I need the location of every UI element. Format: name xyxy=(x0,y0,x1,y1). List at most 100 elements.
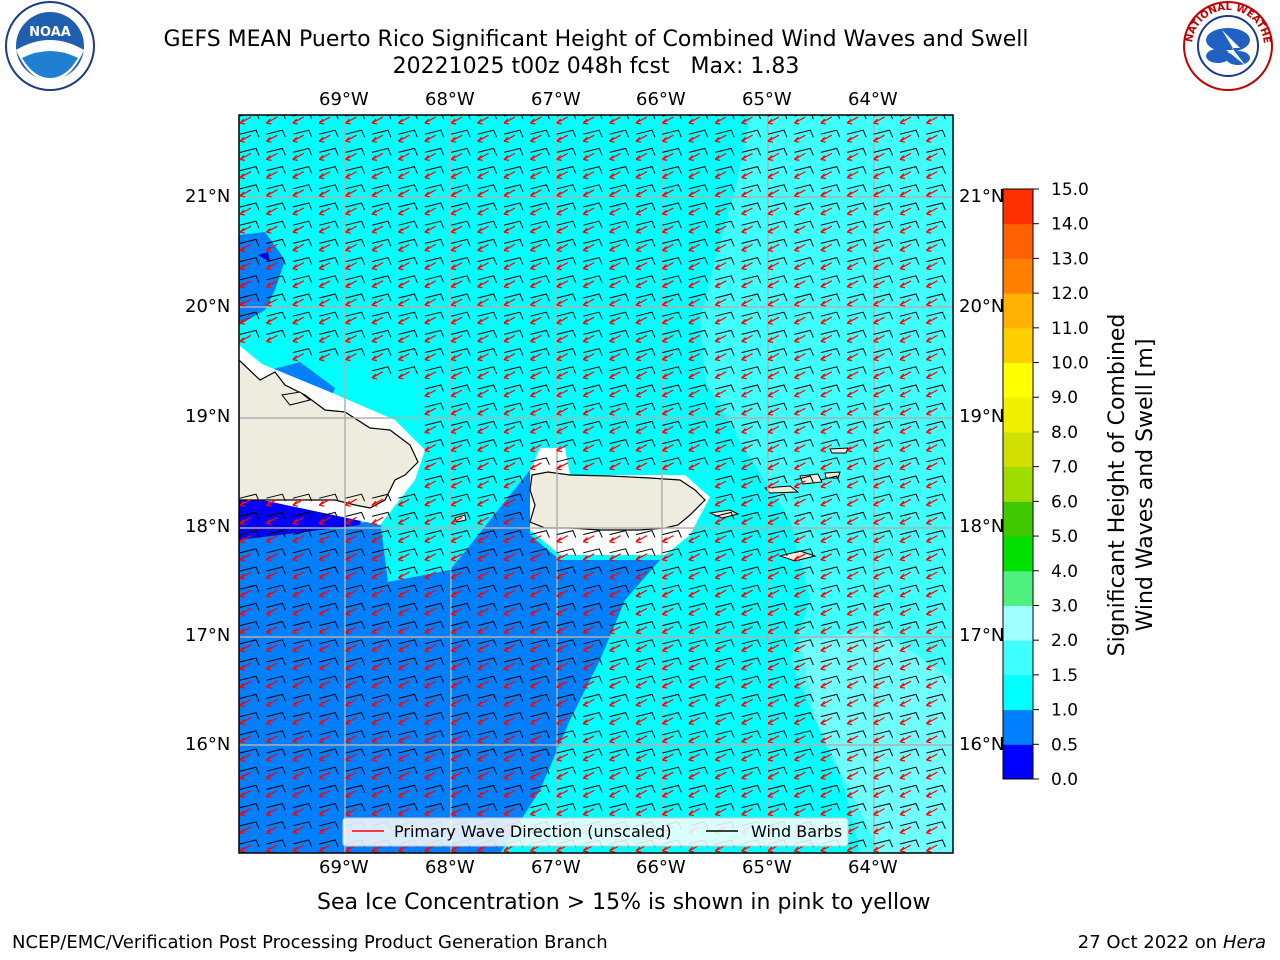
wind-barb xyxy=(583,784,603,793)
wave-direction-arrowhead xyxy=(265,700,272,707)
wave-direction-arrowhead xyxy=(925,300,932,307)
wind-barb xyxy=(847,766,867,775)
wave-direction-arrowhead xyxy=(741,264,747,271)
wave-direction-arrowhead xyxy=(371,136,378,143)
wave-direction-arrowhead xyxy=(397,555,404,562)
wave-direction-arrowhead xyxy=(793,118,800,125)
wave-direction-arrowhead xyxy=(292,245,298,252)
wave-direction-arrowhead xyxy=(820,427,826,434)
wave-direction-arrowhead xyxy=(239,209,246,216)
wave-direction-arrowhead xyxy=(450,245,457,252)
wind-barb xyxy=(715,238,735,247)
wave-direction-arrowhead xyxy=(635,154,642,161)
wind-barb xyxy=(530,730,550,738)
noaa-logo-text: NOAA xyxy=(29,25,71,40)
wind-barb xyxy=(899,730,920,738)
wind-barb xyxy=(345,693,366,702)
wave-direction-arrowhead xyxy=(741,573,747,580)
wind-barb xyxy=(926,821,946,829)
wave-direction-arrowhead xyxy=(424,664,430,671)
wave-direction-arrowhead xyxy=(239,245,246,252)
wind-barb xyxy=(477,366,498,374)
wind-barb xyxy=(345,293,366,302)
wind-barb xyxy=(635,366,656,374)
wind-barb xyxy=(688,803,709,811)
wind-barb xyxy=(319,166,339,174)
wind-barb xyxy=(820,238,841,247)
wind-barb xyxy=(451,548,471,556)
wind-barb xyxy=(451,366,471,374)
wave-direction-arrowhead xyxy=(820,628,826,635)
wave-direction-arrowhead xyxy=(450,846,457,853)
wave-direction-arrowhead xyxy=(424,209,430,216)
wave-direction-arrowhead xyxy=(424,355,430,362)
wave-direction-arrowhead xyxy=(345,773,351,780)
wave-direction-arrowhead xyxy=(477,609,483,616)
wind-barb xyxy=(503,184,524,192)
wave-direction-arrowhead xyxy=(688,391,694,398)
wind-barb xyxy=(345,184,366,192)
wave-direction-arrowhead xyxy=(529,737,536,744)
wind-barb xyxy=(451,693,471,702)
wave-direction-arrowhead xyxy=(503,664,510,671)
wind-barb xyxy=(424,548,445,556)
wind-barb xyxy=(398,220,418,229)
wind-barb xyxy=(319,348,339,356)
wave-direction-arrowhead xyxy=(371,773,378,780)
wind-barb xyxy=(583,621,603,629)
wave-direction-arrowhead xyxy=(265,591,272,598)
wave-direction-arrowhead xyxy=(529,391,536,398)
wind-barb xyxy=(556,166,577,174)
wind-barb xyxy=(741,530,762,538)
wave-direction-arrowhead xyxy=(239,719,246,726)
wind-barb xyxy=(926,384,946,393)
wave-direction-arrowhead xyxy=(688,628,694,635)
wind-barb xyxy=(583,803,603,811)
wind-barb xyxy=(741,639,762,647)
wind-barb xyxy=(635,675,656,684)
wind-barb xyxy=(292,566,313,575)
wave-direction-arrowhead xyxy=(556,555,562,562)
wave-direction-arrowhead xyxy=(450,355,457,362)
wave-direction-arrowhead xyxy=(556,573,562,580)
wave-direction-arrowhead xyxy=(635,118,642,125)
wave-direction-arrowhead xyxy=(925,118,932,125)
wind-barb xyxy=(583,602,603,611)
wave-direction-arrowhead xyxy=(925,591,932,598)
wave-direction-arrowhead xyxy=(477,118,483,125)
wave-direction-arrowhead xyxy=(424,737,430,744)
wind-barb xyxy=(556,548,577,556)
wave-direction-arrowhead xyxy=(609,409,615,416)
wave-direction-arrowhead xyxy=(292,682,298,689)
wind-barb xyxy=(371,329,392,338)
wave-direction-arrowhead xyxy=(925,464,932,471)
wind-barb xyxy=(873,766,894,775)
wave-direction-arrowhead xyxy=(477,355,483,362)
wave-direction-arrowhead xyxy=(899,154,906,161)
wind-barb xyxy=(873,693,894,702)
wind-barb xyxy=(847,511,867,520)
wave-direction-arrowhead xyxy=(292,209,298,216)
wave-direction-arrowhead xyxy=(688,464,694,471)
wind-barb xyxy=(292,657,313,666)
wind-barb xyxy=(767,511,788,520)
wave-direction-arrowhead xyxy=(873,136,879,143)
wave-direction-arrowhead xyxy=(450,191,457,198)
wind-barb xyxy=(767,129,788,138)
wind-barb xyxy=(715,511,735,520)
wind-barb xyxy=(477,675,498,684)
wind-barb xyxy=(477,311,498,320)
wave-direction-arrowhead xyxy=(609,245,615,252)
wave-direction-arrowhead xyxy=(635,664,642,671)
wave-direction-arrowhead xyxy=(529,664,536,671)
wave-direction-arrowhead xyxy=(767,609,774,616)
wind-barb xyxy=(556,184,577,192)
wind-barb xyxy=(477,329,498,338)
wave-direction-arrowhead xyxy=(318,118,325,125)
wind-barb xyxy=(451,275,471,283)
wave-direction-arrowhead xyxy=(529,755,536,762)
wind-barb xyxy=(319,693,339,702)
wind-barb xyxy=(451,329,471,338)
wind-barb xyxy=(292,166,313,174)
wave-direction-arrowhead xyxy=(318,209,325,216)
